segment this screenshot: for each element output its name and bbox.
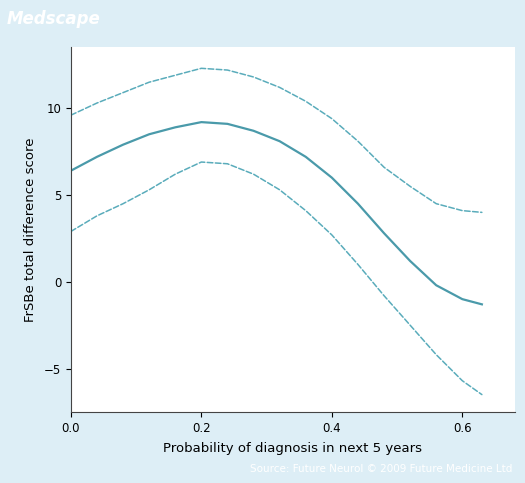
Y-axis label: FrSBe total difference score: FrSBe total difference score [24, 138, 37, 322]
Text: Medscape: Medscape [6, 10, 100, 28]
X-axis label: Probability of diagnosis in next 5 years: Probability of diagnosis in next 5 years [163, 441, 422, 455]
Text: Source: Future Neurol © 2009 Future Medicine Ltd: Source: Future Neurol © 2009 Future Medi… [249, 465, 512, 474]
